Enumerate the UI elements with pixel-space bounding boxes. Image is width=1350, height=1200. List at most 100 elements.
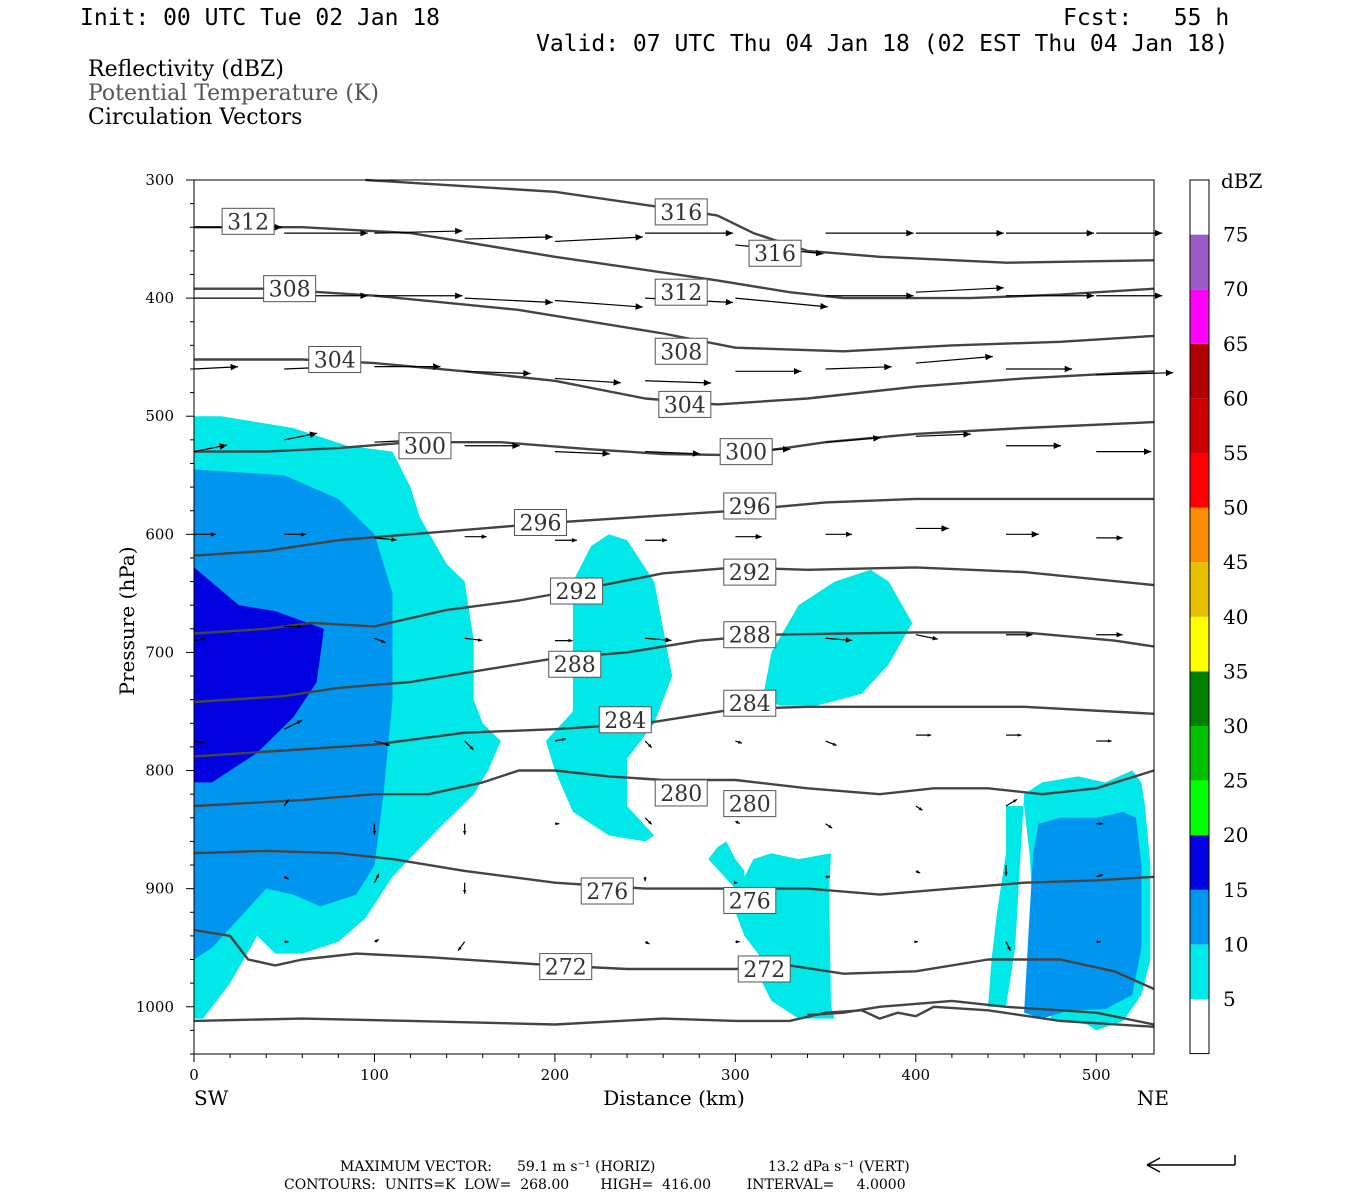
svg-text:280: 280 [729, 793, 771, 818]
circulation-vector [464, 637, 483, 642]
max-vector-label: MAXIMUM VECTOR: [340, 1159, 492, 1175]
reference-vector-icon [1146, 1155, 1236, 1173]
init-time: Init: 00 UTC Tue 02 Jan 18 [80, 5, 441, 31]
colorbar-tick-label: 60 [1223, 386, 1248, 410]
circulation-vector [372, 823, 377, 835]
circulation-vector [284, 229, 368, 237]
theta-label-layer: 316 316 312 312 308 308 304 304 300 300 296 296 292 2… [221, 198, 802, 983]
colorbar-segment [1190, 234, 1209, 290]
colorbar-tick-label: 55 [1223, 441, 1248, 465]
circulation-vector [554, 299, 643, 310]
circulation-vector [825, 823, 833, 829]
y-tick-label: 500 [145, 407, 174, 425]
colorbar-segment [1190, 835, 1209, 890]
circulation-vector [645, 229, 734, 237]
circulation-vector [645, 538, 668, 543]
x-tick-label: 400 [901, 1066, 930, 1084]
theta-contour-label: 304 [308, 346, 362, 374]
circulation-vector [825, 363, 892, 371]
svg-text:300: 300 [404, 435, 446, 460]
valid-time: Valid: 07 UTC Thu 04 Jan 18 (02 EST Thu … [536, 31, 1229, 57]
colorbar-tick-label: 35 [1223, 659, 1248, 683]
colorbar-title: dBZ [1221, 169, 1263, 193]
circulation-vector [554, 538, 577, 543]
theta-contour-label: 276 [723, 886, 777, 914]
circulation-vector [283, 875, 289, 880]
svg-text:276: 276 [586, 880, 628, 905]
circulation-vector [1006, 365, 1073, 373]
circulation-vector [284, 431, 318, 441]
max-vector-vertical: 13.2 dPa s⁻¹ (VERT) [768, 1159, 910, 1175]
plot-frame [193, 179, 1155, 1055]
colorbar-tick-label: 70 [1223, 277, 1248, 301]
circulation-vector [825, 229, 914, 237]
y-tick-label: 900 [145, 880, 174, 898]
circulation-vector [554, 737, 567, 742]
colorbar-tick-label: 20 [1223, 823, 1248, 847]
circulation-vector [464, 442, 520, 449]
svg-text:312: 312 [660, 281, 702, 306]
circulation-vector [735, 940, 740, 944]
theta-contour-label: 284 [723, 689, 777, 717]
circulation-vector [645, 379, 712, 386]
circulation-vector [915, 284, 1004, 293]
colorbar-segment [1190, 562, 1209, 617]
svg-text:304: 304 [314, 349, 356, 374]
svg-text:308: 308 [269, 278, 311, 303]
circulation-vector [463, 823, 467, 835]
circulation-vector [457, 941, 466, 951]
svg-text:284: 284 [729, 692, 771, 717]
legend-potential-temperature: Potential Temperature (K) [88, 81, 379, 106]
max-vector-horizontal: 59.1 m s⁻¹ (HORIZ) [517, 1159, 656, 1175]
circulation-vector [1096, 229, 1163, 237]
colorbar-segment [1190, 453, 1209, 508]
y-tick-label: 400 [145, 289, 174, 307]
reflectivity-region [1024, 811, 1142, 1019]
circulation-vector [914, 940, 919, 944]
theta-contour-label: 280 [654, 779, 708, 807]
colorbar: 5 10 15 20 25 30 35 40 45 50 55 60 65 70 75 dBZ [1189, 169, 1263, 1055]
circulation-vector [374, 363, 441, 370]
colorbar-tick-label: 5 [1223, 987, 1236, 1011]
colorbar-segment [1190, 999, 1209, 1054]
y-tick-label: 800 [145, 762, 174, 780]
circulation-vector [644, 740, 653, 749]
svg-text:304: 304 [664, 393, 706, 418]
circulation-vector [733, 881, 738, 885]
theta-contour-label: 316 [748, 239, 802, 267]
colorbar-tick-label: 40 [1223, 605, 1248, 629]
svg-text:292: 292 [556, 580, 598, 605]
colorbar-segment [1190, 780, 1209, 836]
circulation-vector [374, 637, 386, 644]
svg-text:272: 272 [743, 958, 785, 983]
circulation-vector [1096, 369, 1174, 377]
reflectivity-region [545, 534, 673, 842]
colorbar-segment [1190, 398, 1209, 453]
reflectivity-region [762, 569, 913, 706]
theta-contour-label: 292 [723, 558, 777, 586]
circulation-vector [825, 435, 881, 443]
circulation-vector [1006, 733, 1022, 737]
colorbar-segment [1190, 180, 1209, 235]
reflectivity-region [708, 841, 835, 1019]
circulation-vector [463, 882, 467, 894]
circulation-vector [1096, 874, 1104, 878]
y-tick-label: 700 [145, 643, 174, 661]
circulation-vector [915, 431, 971, 438]
circulation-vector [283, 719, 303, 730]
svg-text:288: 288 [729, 624, 771, 649]
colorbar-tick-label: 30 [1223, 714, 1248, 738]
circulation-vector [284, 624, 302, 629]
circulation-vector [464, 297, 553, 306]
circulation-vector [374, 227, 463, 235]
circulation-vector [735, 297, 828, 310]
circulation-vector [825, 292, 914, 299]
circulation-vector [825, 531, 852, 537]
theta-contour-label: 288 [723, 621, 777, 649]
reflectivity-region [194, 567, 324, 783]
circulation-vector [464, 740, 474, 751]
x-axis-label: Distance (km) [603, 1086, 745, 1110]
colorbar-segment [1190, 507, 1209, 563]
x-tick-label: 0 [189, 1066, 199, 1084]
